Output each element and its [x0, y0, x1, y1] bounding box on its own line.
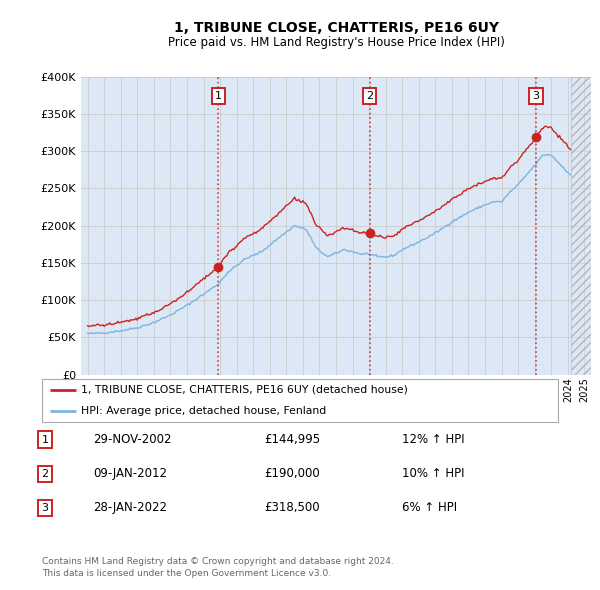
Text: 29-NOV-2002: 29-NOV-2002: [93, 433, 172, 446]
Text: 2: 2: [41, 469, 49, 478]
Bar: [571, 77, 591, 375]
Text: HPI: Average price, detached house, Fenland: HPI: Average price, detached house, Fenl…: [80, 407, 326, 416]
Text: 1, TRIBUNE CLOSE, CHATTERIS, PE16 6UY: 1, TRIBUNE CLOSE, CHATTERIS, PE16 6UY: [173, 21, 499, 35]
Text: 1, TRIBUNE CLOSE, CHATTERIS, PE16 6UY (detached house): 1, TRIBUNE CLOSE, CHATTERIS, PE16 6UY (d…: [80, 385, 407, 395]
Text: 6% ↑ HPI: 6% ↑ HPI: [402, 502, 457, 514]
Text: 09-JAN-2012: 09-JAN-2012: [93, 467, 167, 480]
Text: 10% ↑ HPI: 10% ↑ HPI: [402, 467, 464, 480]
Text: 1: 1: [41, 435, 49, 444]
Text: 2: 2: [366, 91, 373, 101]
Text: Contains HM Land Registry data © Crown copyright and database right 2024.: Contains HM Land Registry data © Crown c…: [42, 557, 394, 566]
Bar: [571, 77, 591, 375]
FancyBboxPatch shape: [42, 379, 558, 422]
Text: £318,500: £318,500: [264, 502, 320, 514]
Text: £144,995: £144,995: [264, 433, 320, 446]
Text: 3: 3: [41, 503, 49, 513]
Text: 3: 3: [533, 91, 539, 101]
Text: This data is licensed under the Open Government Licence v3.0.: This data is licensed under the Open Gov…: [42, 569, 331, 578]
Text: 1: 1: [215, 91, 222, 101]
Text: 12% ↑ HPI: 12% ↑ HPI: [402, 433, 464, 446]
Text: 28-JAN-2022: 28-JAN-2022: [93, 502, 167, 514]
Text: £190,000: £190,000: [264, 467, 320, 480]
Text: Price paid vs. HM Land Registry's House Price Index (HPI): Price paid vs. HM Land Registry's House …: [167, 36, 505, 49]
